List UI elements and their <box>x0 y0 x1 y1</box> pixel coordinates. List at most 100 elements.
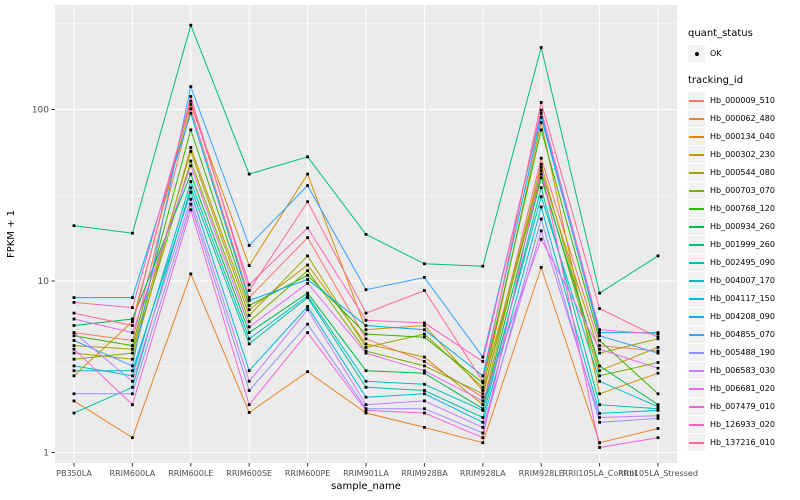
x-tick-label: RRIM600SE <box>226 469 272 478</box>
data-point <box>247 308 251 312</box>
data-point <box>539 237 543 241</box>
data-point <box>247 379 251 383</box>
legend-entry: Hb_004855_070 <box>688 326 800 343</box>
data-point <box>364 411 368 415</box>
data-point <box>364 332 368 336</box>
data-point <box>131 379 134 383</box>
data-point <box>306 269 309 272</box>
swatch-line-icon <box>689 315 704 318</box>
line-swatch <box>688 164 705 181</box>
legend-entry-label: Hb_007479_010 <box>710 402 775 411</box>
data-point <box>481 360 485 363</box>
data-point <box>656 405 660 409</box>
data-point <box>656 349 660 353</box>
data-point <box>247 337 251 341</box>
data-point <box>481 409 485 412</box>
x-tick-label: RRII105LA_Control <box>563 469 637 478</box>
data-point <box>247 299 251 302</box>
data-point <box>598 307 601 310</box>
legend-entry-label: Hb_000934_260 <box>710 222 775 231</box>
data-point <box>481 264 485 268</box>
data-point <box>189 111 193 115</box>
swatch-line-icon <box>689 243 704 246</box>
data-point <box>481 420 485 424</box>
data-point <box>364 346 368 349</box>
data-point <box>72 411 76 415</box>
data-point <box>539 108 543 112</box>
legend-entry: Hb_004007_170 <box>688 272 800 289</box>
data-point <box>656 351 660 355</box>
x-tick-label: RRIM901LA <box>343 469 389 478</box>
data-point <box>247 325 251 329</box>
data-point <box>656 366 660 370</box>
data-point <box>481 379 485 383</box>
data-point <box>423 399 426 403</box>
data-point <box>364 379 368 383</box>
legend-entry-label: Hb_000544_080 <box>710 168 775 177</box>
data-point <box>656 361 660 364</box>
swatch-line-icon <box>689 333 704 336</box>
data-point <box>247 403 251 407</box>
data-point <box>539 115 543 119</box>
data-point <box>131 320 134 323</box>
legend-entry: Hb_137216_010 <box>688 434 800 451</box>
legend-entry-label: Hb_006583_030 <box>710 366 775 375</box>
data-point <box>247 411 251 414</box>
data-point <box>247 342 251 346</box>
data-point <box>598 420 601 424</box>
data-point <box>539 162 543 166</box>
legend-entry-label: Hb_000134_040 <box>710 132 775 141</box>
data-point <box>598 446 601 449</box>
data-point <box>247 389 251 392</box>
data-point <box>423 369 426 373</box>
data-point <box>189 190 193 194</box>
x-tick-labels: PB350LA RRIM600LA RRIM600LE RRIM600SE RRIM60… <box>56 469 698 478</box>
data-point <box>189 272 193 276</box>
data-point <box>247 264 251 267</box>
data-point <box>72 334 76 338</box>
data-point <box>131 306 134 309</box>
legend-entry: Hb_000768_120 <box>688 200 800 217</box>
data-point <box>539 101 543 104</box>
data-point <box>189 103 193 106</box>
data-point <box>72 296 76 299</box>
data-point <box>598 374 601 378</box>
data-point <box>247 244 251 247</box>
data-point <box>539 205 543 209</box>
swatch-line-icon <box>689 135 704 138</box>
data-point <box>72 224 76 228</box>
data-point <box>131 351 134 355</box>
data-point <box>131 339 134 342</box>
legend-item-label: OK <box>710 49 722 58</box>
data-point <box>656 409 660 412</box>
data-point <box>131 436 134 440</box>
data-point <box>364 318 368 322</box>
legend-entry: Hb_007479_010 <box>688 398 800 415</box>
x-major-gridlines <box>73 5 659 463</box>
data-point <box>131 403 134 407</box>
data-point <box>247 304 251 307</box>
line-swatch <box>688 146 705 163</box>
data-point <box>189 107 193 111</box>
data-point <box>306 296 309 299</box>
data-point <box>539 217 543 221</box>
data-point <box>189 159 193 163</box>
data-point <box>539 176 543 180</box>
legend-entry-label: Hb_002495_090 <box>710 258 775 267</box>
data-point <box>72 301 76 304</box>
data-point <box>247 331 251 334</box>
data-point <box>189 85 193 88</box>
line-swatch <box>688 362 705 379</box>
legend-entry: Hb_006681_020 <box>688 380 800 397</box>
data-point <box>598 344 601 347</box>
data-point <box>364 233 368 236</box>
data-point <box>364 369 368 373</box>
swatch-line-icon <box>689 405 704 408</box>
data-point <box>481 436 485 440</box>
data-point <box>598 412 601 415</box>
data-point <box>656 335 660 339</box>
swatch-line-icon <box>689 369 704 372</box>
data-point <box>423 426 426 429</box>
